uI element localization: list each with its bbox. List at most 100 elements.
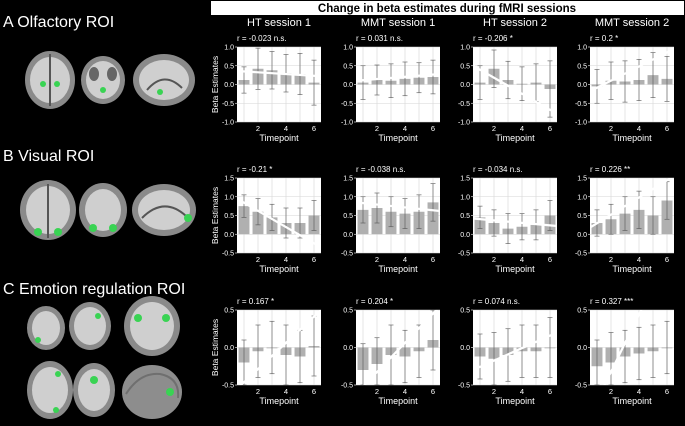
chart-panel: r = -0.034 n.s. -0.5 0.0 0.5 1.0 1.5 2 4 6 Timepo… bbox=[458, 165, 557, 274]
x-tick-label: 2 bbox=[609, 124, 613, 133]
roi-highlight-marker bbox=[35, 337, 41, 343]
chart-stat: r = -0.206 * bbox=[473, 34, 513, 43]
y-tick-label: 1.0 bbox=[224, 194, 234, 201]
y-tick-label: 0.0 bbox=[460, 345, 470, 352]
y-tick-label: -0.5 bbox=[341, 251, 353, 258]
y-tick-label: 0.0 bbox=[460, 232, 470, 239]
x-tick-label: 4 bbox=[520, 255, 524, 264]
y-tick-label: 0.5 bbox=[460, 213, 470, 220]
regression-line bbox=[590, 178, 674, 229]
roi-highlight-marker bbox=[157, 89, 163, 95]
chart-stat: r = 0.167 * bbox=[237, 297, 274, 306]
regression-line bbox=[239, 310, 321, 385]
y-tick-label: -0.5 bbox=[575, 101, 587, 108]
x-tick-label: 2 bbox=[492, 387, 496, 396]
figure-title: Change in beta estimates during fMRI ses… bbox=[318, 3, 576, 15]
y-tick-label: 0.5 bbox=[343, 308, 353, 315]
y-tick-label: 1.0 bbox=[343, 194, 353, 201]
chart-title: HT session 2 bbox=[483, 17, 547, 29]
y-tick-label: 0.0 bbox=[460, 82, 470, 89]
y-tick-label: 0.0 bbox=[343, 82, 353, 89]
regression-line bbox=[603, 310, 643, 385]
y-tick-label: -0.5 bbox=[458, 383, 470, 390]
x-axis-label: Timepoint bbox=[259, 133, 299, 143]
chart-grid: HT session 1 r = -0.023 n.s. -1.0 -0.5 0.0 0.… bbox=[210, 17, 674, 406]
y-tick-label: 0.5 bbox=[577, 213, 587, 220]
chart-stat: r = -0.038 n.s. bbox=[356, 165, 406, 174]
roi-highlight-marker bbox=[90, 376, 98, 384]
y-tick-label: 0.5 bbox=[577, 63, 587, 70]
x-axis-label: Timepoint bbox=[495, 396, 535, 406]
y-tick-label: 1.0 bbox=[577, 194, 587, 201]
x-tick-label: 2 bbox=[609, 387, 613, 396]
y-tick-label: 0.5 bbox=[577, 308, 587, 315]
y-tick-label: 0.0 bbox=[224, 82, 234, 89]
roi-highlight-marker bbox=[89, 224, 97, 232]
y-tick-label: 0.0 bbox=[577, 345, 587, 352]
x-tick-label: 4 bbox=[284, 387, 288, 396]
x-axis-label: Timepoint bbox=[612, 133, 652, 143]
x-tick-label: 2 bbox=[375, 255, 379, 264]
regression-line bbox=[473, 217, 557, 228]
regression-line bbox=[590, 47, 674, 93]
chart-panel: r = -0.038 n.s. -0.5 0.0 0.5 1.0 1.5 2 4 6 Timepo… bbox=[341, 165, 440, 274]
chart-stat: r = 0.031 n.s. bbox=[356, 34, 403, 43]
chart-stat: r = -0.21 * bbox=[237, 165, 272, 174]
x-tick-label: 6 bbox=[665, 255, 669, 264]
x-tick-label: 6 bbox=[431, 387, 435, 396]
x-tick-label: 2 bbox=[609, 255, 613, 264]
y-tick-label: -1.0 bbox=[222, 120, 234, 127]
roi-highlight-marker bbox=[54, 81, 60, 87]
chart-stat: r = 0.2 * bbox=[590, 34, 618, 43]
x-tick-label: 4 bbox=[637, 255, 641, 264]
regression-line bbox=[356, 201, 440, 213]
y-tick-label: 0.0 bbox=[343, 232, 353, 239]
x-tick-label: 4 bbox=[403, 124, 407, 133]
x-tick-label: 6 bbox=[548, 124, 552, 133]
y-tick-label: -0.5 bbox=[222, 383, 234, 390]
y-tick-label: 0.0 bbox=[224, 232, 234, 239]
chart-panel: r = 0.226 ** -0.5 0.0 0.5 1.0 1.5 2 4 6 Timepoint bbox=[575, 165, 674, 274]
x-axis-label: Timepoint bbox=[378, 133, 418, 143]
regression-line bbox=[237, 197, 321, 249]
x-tick-label: 6 bbox=[312, 255, 316, 264]
x-axis-label: Timepoint bbox=[495, 133, 535, 143]
y-axis-label: Beta Estimates bbox=[210, 187, 220, 244]
row-label-emotion: C Emotion regulation ROI bbox=[3, 281, 185, 298]
x-tick-label: 4 bbox=[284, 255, 288, 264]
x-tick-label: 6 bbox=[548, 255, 552, 264]
y-tick-label: -0.5 bbox=[222, 251, 234, 258]
x-tick-label: 6 bbox=[665, 387, 669, 396]
x-tick-label: 6 bbox=[431, 124, 435, 133]
chart-title: MMT session 1 bbox=[361, 17, 435, 29]
y-tick-label: 0.0 bbox=[577, 232, 587, 239]
x-tick-label: 6 bbox=[431, 255, 435, 264]
row-label-visual: B Visual ROI bbox=[3, 148, 94, 165]
x-tick-label: 2 bbox=[492, 255, 496, 264]
x-tick-label: 2 bbox=[492, 124, 496, 133]
y-tick-label: 1.5 bbox=[577, 176, 587, 183]
y-tick-label: -0.5 bbox=[575, 251, 587, 258]
x-tick-label: 4 bbox=[520, 387, 524, 396]
y-tick-label: 0.5 bbox=[460, 63, 470, 70]
bar bbox=[238, 206, 250, 235]
brain-images-visual bbox=[20, 180, 196, 240]
x-tick-label: 6 bbox=[312, 124, 316, 133]
chart-stat: r = -0.034 n.s. bbox=[473, 165, 523, 174]
y-tick-label: 0.5 bbox=[224, 63, 234, 70]
roi-highlight-marker bbox=[95, 313, 101, 319]
y-tick-label: -0.5 bbox=[341, 383, 353, 390]
chart-panel: r = 0.204 * -0.5 0.0 0.5 2 4 6 Timepoint bbox=[341, 297, 440, 406]
x-tick-label: 2 bbox=[256, 124, 260, 133]
x-tick-label: 6 bbox=[665, 124, 669, 133]
y-tick-label: 0.5 bbox=[224, 308, 234, 315]
roi-highlight-marker bbox=[54, 228, 62, 236]
y-tick-label: 1.0 bbox=[460, 194, 470, 201]
x-tick-label: 2 bbox=[375, 387, 379, 396]
y-tick-label: 1.0 bbox=[343, 45, 353, 52]
y-tick-label: -0.5 bbox=[575, 383, 587, 390]
roi-highlight-marker bbox=[134, 314, 142, 322]
chart-panel: MMT session 2 r = 0.2 * -1.0 -0.5 0.0 0.5 1.0 2… bbox=[575, 17, 674, 143]
chart-panel: r = 0.167 * -0.5 0.0 0.5 2 4 6 Timepoint Beta Es… bbox=[210, 297, 321, 406]
y-tick-label: -0.5 bbox=[341, 101, 353, 108]
